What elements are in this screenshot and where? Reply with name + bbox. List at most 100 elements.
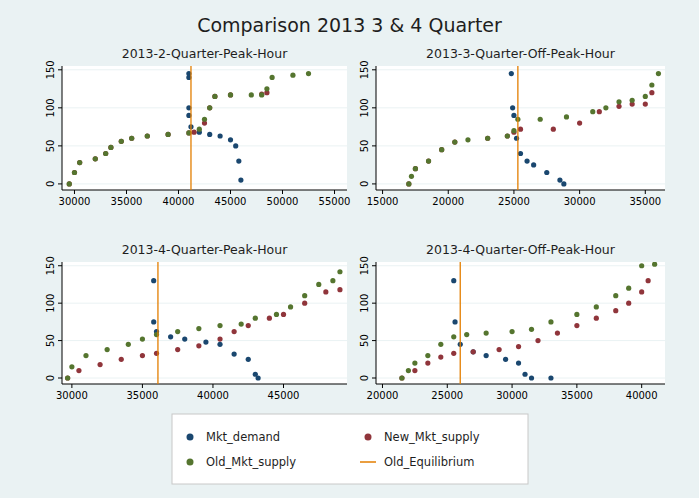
grid-line <box>376 303 665 304</box>
plot-area <box>62 262 347 384</box>
point <box>643 101 648 106</box>
x-axis <box>62 190 347 191</box>
x-tick <box>447 384 448 388</box>
panel-title: 2013-4-Quarter-Peak-Hour <box>122 242 288 257</box>
y-tick-label: 150 <box>45 60 56 79</box>
x-tick <box>579 190 580 194</box>
grid-line <box>376 145 665 146</box>
y-tick-label: 150 <box>45 256 56 275</box>
point <box>535 338 540 343</box>
y-tick-label: 50 <box>359 334 370 347</box>
point <box>531 162 536 167</box>
point <box>207 105 212 110</box>
point <box>197 127 202 132</box>
y-tick-label: 50 <box>45 140 56 153</box>
point <box>103 151 108 156</box>
plot-area <box>376 66 665 190</box>
x-tick <box>142 384 143 388</box>
plot-area <box>376 262 665 384</box>
point <box>626 301 631 306</box>
point <box>97 362 102 367</box>
data-group <box>65 262 343 384</box>
point <box>228 92 233 97</box>
point <box>175 329 180 334</box>
point <box>518 151 523 156</box>
y-axis <box>62 66 63 190</box>
point <box>77 160 82 165</box>
point <box>465 137 470 142</box>
point <box>597 109 602 114</box>
point <box>165 132 170 137</box>
y-tick-label: 150 <box>359 60 370 79</box>
point <box>471 349 476 354</box>
legend-key <box>360 461 376 463</box>
x-tick-label: 50000 <box>267 196 299 207</box>
point <box>302 293 307 298</box>
y-tick-label: 100 <box>45 98 56 117</box>
point <box>649 90 654 95</box>
point <box>452 139 457 144</box>
point <box>119 139 124 144</box>
x-tick-label: 30000 <box>564 196 596 207</box>
point <box>399 375 404 380</box>
x-tick-label: 40000 <box>163 196 195 207</box>
point <box>439 147 444 152</box>
point <box>302 301 307 306</box>
point <box>613 293 618 298</box>
point <box>485 136 490 141</box>
point <box>412 368 417 373</box>
point <box>616 104 621 109</box>
point <box>316 282 321 287</box>
x-tick-label: 35000 <box>111 196 143 207</box>
point <box>228 92 233 97</box>
y-tick-label: 0 <box>359 181 370 187</box>
point <box>129 136 134 141</box>
point <box>630 98 635 103</box>
point <box>557 178 562 183</box>
point <box>426 158 431 163</box>
x-tick <box>126 190 127 194</box>
panel-title: 2013-4-Quarter-Off-Peak-Hour <box>426 242 616 257</box>
point <box>646 278 651 283</box>
legend-label: Old_Equilibrium <box>384 455 474 469</box>
equilibrium-line <box>190 66 191 190</box>
point <box>165 132 170 137</box>
point <box>65 375 70 380</box>
legend-key <box>187 459 194 466</box>
point <box>509 329 514 334</box>
legend-box <box>172 414 528 484</box>
y-tick <box>372 69 376 70</box>
y-axis <box>376 262 377 384</box>
point <box>574 323 579 328</box>
point <box>145 133 150 138</box>
point <box>626 286 631 291</box>
x-tick <box>283 384 284 388</box>
figure: Comparison 2013 3 & 4 Quarter2013-2-Quar… <box>0 0 699 498</box>
x-tick <box>513 190 514 194</box>
equilibrium-line <box>460 262 461 384</box>
point <box>270 75 275 80</box>
point <box>574 312 579 317</box>
point <box>639 289 644 294</box>
point <box>72 170 77 175</box>
background <box>0 0 699 498</box>
point <box>119 139 124 144</box>
point <box>288 304 293 309</box>
y-tick-label: 50 <box>45 334 56 347</box>
grid-line <box>376 107 665 108</box>
y-tick <box>58 378 62 379</box>
point <box>72 170 77 175</box>
point <box>259 92 264 97</box>
x-tick <box>645 190 646 194</box>
point <box>103 151 108 156</box>
equilibrium-line <box>157 262 158 384</box>
point <box>168 334 173 339</box>
y-tick <box>372 303 376 304</box>
y-tick <box>58 107 62 108</box>
point <box>406 181 411 186</box>
x-tick-label: 45000 <box>268 390 300 401</box>
x-tick <box>74 190 75 194</box>
x-tick-label: 35000 <box>127 390 159 401</box>
point <box>505 133 510 138</box>
point <box>425 360 430 365</box>
